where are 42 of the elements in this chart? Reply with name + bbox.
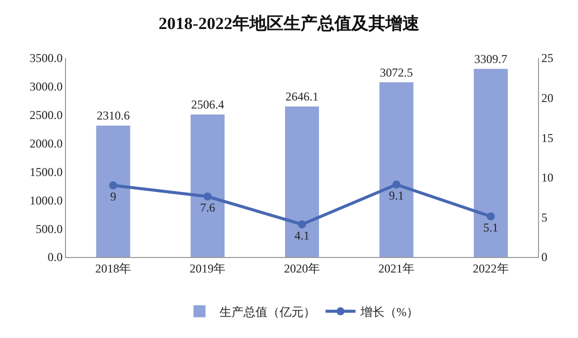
y2-tick-label: 10 (541, 170, 554, 185)
data-label: 2646.1 (286, 90, 318, 104)
x-tick-label: 2020年 (284, 261, 320, 276)
y2-tick-label: 0 (541, 250, 548, 264)
x-tick-label: 2018年 (95, 261, 132, 276)
y2-tick-label: 25 (541, 51, 554, 66)
bar (285, 106, 319, 257)
bar (96, 126, 130, 257)
y2-tick-label: 15 (541, 130, 554, 145)
legend-label: 生产总值（亿元） (220, 304, 316, 319)
bar (190, 114, 225, 257)
data-label: 9 (110, 189, 116, 204)
data-label: 3072.5 (380, 65, 413, 80)
point (204, 192, 212, 200)
data-label: 2506.4 (191, 97, 224, 112)
chart-title: 2018-2022年地区生产总值及其增速 (158, 14, 420, 33)
y-tick-label: 2000.0 (30, 136, 63, 150)
point (392, 180, 400, 189)
point (486, 212, 495, 220)
y-tick-label: 3500.0 (30, 51, 63, 66)
point (109, 181, 118, 190)
y-tick-label: 500.0 (36, 222, 63, 236)
bar (379, 82, 414, 257)
y2-tick-label: 20 (541, 91, 554, 105)
x-tick-label: 2019年 (190, 261, 226, 276)
x-tick-label: 2021年 (378, 261, 414, 276)
y2-tick-label: 5 (541, 210, 548, 224)
data-label: 3309.7 (474, 52, 508, 66)
data-label: 9.1 (388, 188, 404, 203)
x-tick-label: 2022年 (472, 261, 509, 276)
data-label: 7.6 (200, 200, 216, 214)
data-label: 5.1 (483, 220, 498, 234)
data-label: 2310.6 (96, 108, 130, 123)
legend-label: 增长（%） (360, 304, 418, 319)
bar (474, 68, 508, 257)
point (298, 220, 306, 228)
y-tick-label: 1500.0 (30, 164, 63, 179)
data-label: 4.1 (294, 228, 310, 242)
y-tick-label: 2500.0 (30, 108, 63, 122)
y-tick-label: 3000.0 (30, 80, 63, 94)
y-tick-label: 0.0 (48, 250, 63, 264)
y-tick-label: 1000.0 (30, 193, 63, 208)
